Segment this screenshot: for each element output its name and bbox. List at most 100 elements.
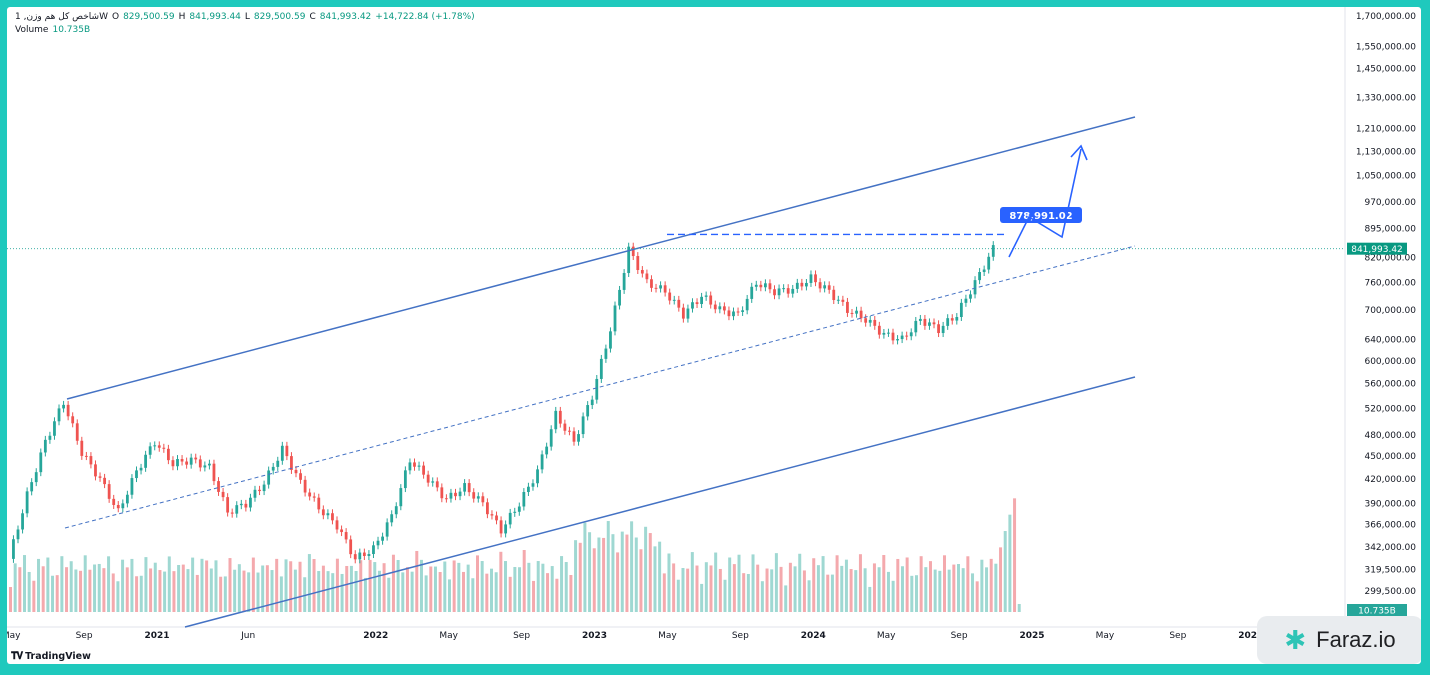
volume-bar [321, 565, 325, 612]
candle-body [823, 285, 827, 289]
volume-bar [695, 565, 699, 612]
volume-bar [966, 556, 970, 612]
volume-bar [961, 568, 965, 612]
volume-bar [23, 555, 27, 612]
volume-bar [195, 574, 199, 612]
candle-body [864, 318, 868, 323]
volume-bar [662, 573, 666, 612]
volume-bar [980, 559, 984, 612]
candle-body [148, 446, 152, 455]
volume-bar [588, 532, 592, 612]
volume-bar [177, 564, 181, 612]
candle-body [604, 348, 608, 359]
price-chart[interactable]: 1,700,000.00 1,550,000.00 1,450,000.00 1,33… [7, 7, 1421, 664]
volume-bar [928, 561, 932, 612]
candle-body [413, 462, 416, 467]
volume-bar [270, 570, 274, 612]
volume-bar [882, 555, 886, 612]
candle-body [791, 288, 795, 294]
candle-body [745, 298, 749, 311]
candle-body [805, 282, 808, 287]
candle-body [403, 470, 407, 489]
candle-body [189, 457, 193, 465]
last-price-label: 841,993.42 [1351, 245, 1403, 255]
candle-body [568, 430, 571, 432]
candle-body [499, 520, 503, 534]
volume-bar [242, 570, 246, 612]
volume-bar [508, 576, 512, 612]
volume-bar [728, 557, 732, 612]
volume-bar [933, 569, 937, 612]
x-tick-label: 2022 [363, 631, 388, 641]
candle-body [750, 286, 754, 299]
volume-bar [994, 563, 998, 612]
tradingview-logo[interactable]: 𝐓𝐕 TradingView [11, 651, 91, 662]
candle-body [276, 460, 280, 467]
x-tick-label: May [439, 631, 458, 641]
x-tick-label: 2024 [801, 631, 826, 641]
volume-bar [135, 576, 139, 612]
candle-body [467, 483, 471, 493]
x-tick-label: May [658, 631, 677, 641]
volume-bar [639, 549, 643, 612]
candle-body [836, 299, 840, 301]
y-tick-label: 895,000.00 [1364, 224, 1416, 234]
volume-bar [494, 572, 498, 612]
y-tick-label: 342,000.00 [1364, 543, 1416, 553]
volume-bar [340, 573, 344, 612]
candle-body [818, 282, 822, 289]
candle-body [918, 318, 922, 321]
volume-bar [382, 563, 386, 612]
volume-bar [896, 558, 900, 612]
candle-body [640, 270, 644, 274]
volume-badge-label: 10.735B [1358, 607, 1396, 617]
volume-bar [672, 563, 676, 612]
volume-bar [335, 558, 339, 612]
candle-body [417, 465, 421, 467]
volume-bar [200, 558, 204, 612]
volume-bar [564, 562, 568, 612]
volume-bar [971, 573, 975, 612]
candle-body [982, 269, 986, 273]
symbol-name: شاخص کل هم وزن, 1W [15, 12, 108, 22]
volume-bar [424, 575, 428, 612]
volume-bar [667, 553, 671, 612]
volume-bar [275, 558, 279, 612]
volume-bar [504, 561, 508, 612]
volume-badge [1347, 604, 1407, 616]
candle-body [12, 539, 15, 559]
volume-bar [447, 579, 451, 612]
candle-body [581, 416, 585, 435]
volume-bar [630, 521, 634, 612]
candle-body [399, 488, 403, 507]
volume-bar [943, 555, 946, 612]
candle-body [198, 459, 202, 468]
candle-body [422, 465, 426, 475]
candle-body [841, 299, 845, 302]
faraz-watermark: ✱ Faraz.io [1257, 616, 1421, 664]
candle-body [846, 301, 849, 313]
volume-bar [569, 575, 573, 612]
volume-bar [868, 586, 872, 612]
candle-body [135, 470, 138, 479]
volume-bar [163, 571, 167, 612]
y-tick-label: 600,000.00 [1364, 357, 1416, 367]
x-tick-label: Sep [76, 631, 93, 641]
candle-body [358, 552, 362, 560]
volume-bar [863, 568, 867, 612]
candle-body [695, 302, 699, 305]
volume-bar [471, 578, 475, 612]
candle-body [955, 316, 959, 321]
y-tick-label: 820,000.00 [1364, 253, 1416, 263]
volume-bar [648, 533, 652, 612]
volume-bar [522, 550, 526, 612]
candle-body [53, 421, 56, 436]
volume-bar [746, 573, 750, 612]
volume-bar [1008, 514, 1012, 612]
candle-body [431, 481, 435, 483]
volume-bar [60, 556, 64, 612]
candle-body [964, 298, 968, 303]
volume-bar [172, 571, 176, 612]
volume-bar [438, 572, 442, 612]
volume-bar [476, 555, 479, 612]
